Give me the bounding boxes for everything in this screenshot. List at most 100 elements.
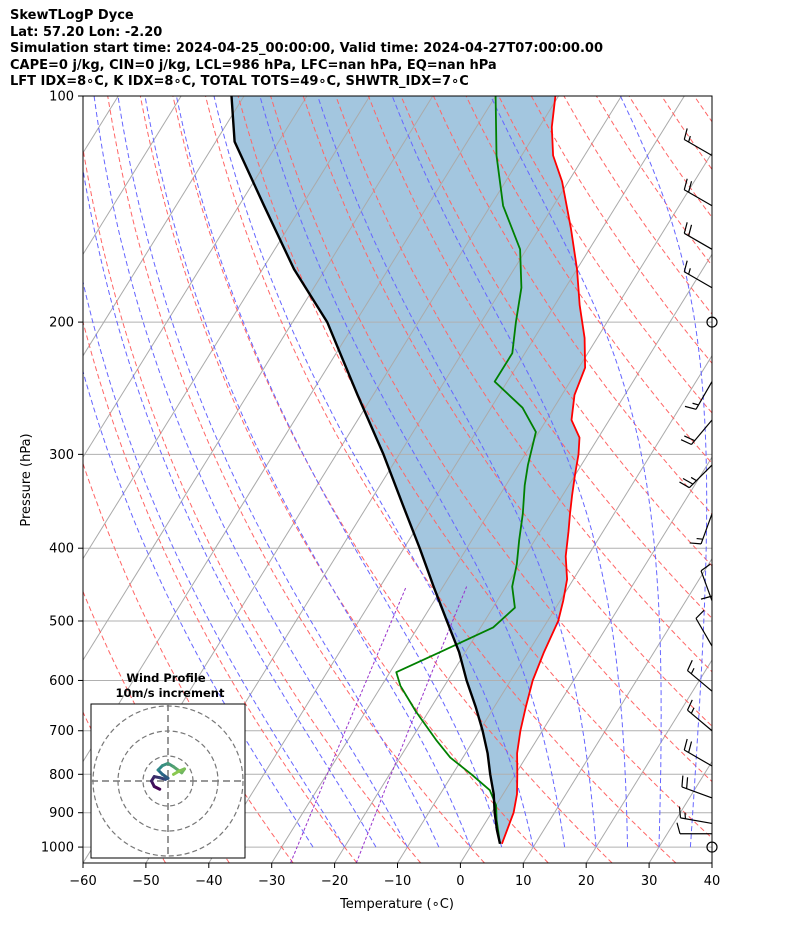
wind-barb bbox=[683, 738, 713, 767]
barb-flag-half bbox=[690, 707, 695, 714]
wind-barb bbox=[686, 659, 713, 692]
barb-flag-full bbox=[688, 741, 693, 753]
x-tick-label: 30 bbox=[641, 874, 658, 889]
barb-flag-full bbox=[683, 222, 688, 234]
dry-adiabat bbox=[172, 96, 613, 863]
dry-adiabat bbox=[335, 96, 712, 673]
barb-shaft bbox=[695, 381, 713, 410]
barb-flag-half bbox=[688, 268, 691, 275]
cape-cin-fill bbox=[231, 96, 586, 844]
x-tick-label: −10 bbox=[384, 874, 411, 889]
dry-adiabat bbox=[270, 96, 712, 783]
x-tick-label: −20 bbox=[321, 874, 348, 889]
y-tick-label: 200 bbox=[49, 316, 74, 331]
moist-adiabat bbox=[722, 96, 770, 847]
moist-adiabat bbox=[753, 96, 794, 847]
barb-shaft bbox=[690, 419, 713, 445]
y-tick-label: 300 bbox=[49, 448, 74, 463]
moist-adiabat bbox=[619, 96, 708, 848]
barb-flag-full bbox=[683, 738, 688, 751]
barb-shaft bbox=[700, 513, 713, 545]
dry-adiabat bbox=[237, 96, 712, 839]
barb-shaft bbox=[683, 271, 713, 289]
barb-flag-full bbox=[686, 659, 693, 671]
temperature-line bbox=[501, 96, 586, 845]
wind-barb bbox=[684, 381, 713, 410]
hodograph-contents bbox=[91, 704, 245, 858]
dry-adiabat bbox=[107, 96, 485, 863]
isotherm-line bbox=[271, 151, 712, 863]
isotherm-line bbox=[334, 253, 712, 863]
barb-shaft bbox=[688, 464, 713, 489]
dry-adiabat bbox=[205, 96, 677, 863]
barb-flag-half bbox=[690, 667, 695, 675]
plot-contents bbox=[83, 96, 794, 863]
barb-flag-half bbox=[692, 402, 699, 406]
mixing-ratio-line bbox=[290, 586, 407, 863]
hodograph-subtitle: 10m/s increment bbox=[116, 686, 225, 700]
barb-flag-full bbox=[680, 439, 692, 446]
y-tick-label: 1000 bbox=[41, 841, 74, 856]
barb-flag-full bbox=[686, 699, 693, 711]
barb-flag-full bbox=[684, 435, 695, 442]
dry-adiabat bbox=[465, 96, 712, 464]
barb-flag-full bbox=[695, 609, 705, 619]
time-line: Simulation start time: 2024-04-25_00:00:… bbox=[10, 41, 603, 56]
hodograph-segment bbox=[172, 769, 181, 776]
x-tick-label: −60 bbox=[69, 874, 96, 889]
hodograph-ring bbox=[142, 755, 194, 807]
barb-flag-full bbox=[684, 405, 697, 410]
chart-header: SkewTLogP Dyce Lat: 57.20 Lon: -2.20 Sim… bbox=[10, 8, 603, 91]
y-tick-label: 900 bbox=[49, 806, 74, 821]
cape-line: CAPE=0 j/kg, CIN=0 j/kg, LCL=986 hPa, LF… bbox=[10, 57, 497, 73]
cape-area bbox=[231, 96, 586, 844]
barb-flag-half bbox=[688, 135, 691, 143]
isotherm-line bbox=[83, 96, 308, 459]
moist-adiabat bbox=[93, 96, 408, 848]
wind-barb bbox=[681, 775, 713, 799]
wind-barb bbox=[676, 822, 712, 835]
isotherm-line bbox=[83, 96, 182, 256]
dry-adiabat bbox=[139, 96, 549, 863]
barb-flag-full bbox=[683, 178, 688, 190]
barb-flag-full bbox=[681, 775, 684, 787]
location-line: Lat: 57.20 Lon: -2.20 bbox=[10, 24, 163, 40]
barb-shaft bbox=[683, 189, 713, 207]
isotherm-line bbox=[585, 659, 712, 863]
x-tick-label: 40 bbox=[704, 874, 721, 889]
axis-ticks: −60 −50 −40 −30 −20 −10 0 10 20 30 40 100 200 300 400 5… bbox=[41, 90, 720, 890]
wind-barb bbox=[686, 699, 713, 732]
dry-adiabat bbox=[433, 96, 712, 515]
hodograph-ring bbox=[92, 705, 244, 857]
x-tick-label: 0 bbox=[456, 874, 464, 889]
hodograph-ring bbox=[117, 730, 219, 832]
moist-adiabat bbox=[259, 96, 566, 848]
dewpoint-line bbox=[395, 96, 537, 844]
barb-shaft bbox=[687, 670, 713, 692]
barb-flag-full bbox=[689, 542, 702, 545]
barb-flag-full bbox=[688, 224, 693, 236]
profile-lines bbox=[230, 96, 586, 845]
dry-adiabat bbox=[498, 96, 712, 414]
dry-adiabat bbox=[83, 320, 358, 863]
barb-flag-full bbox=[682, 477, 694, 485]
wind-barbs bbox=[676, 128, 718, 853]
wind-barb bbox=[680, 419, 713, 446]
x-tick-label: −30 bbox=[258, 874, 285, 889]
moist-adiabat bbox=[175, 96, 503, 848]
moist-adiabat bbox=[117, 96, 440, 848]
isotherm-line bbox=[208, 96, 685, 863]
barb-flag-full bbox=[683, 260, 688, 272]
barb-flag-full bbox=[679, 481, 690, 489]
wind-barb bbox=[683, 260, 713, 289]
barb-flag-full bbox=[678, 806, 682, 818]
x-tick-label: 20 bbox=[578, 874, 595, 889]
wind-barb bbox=[683, 178, 713, 207]
y-tick-label: 400 bbox=[49, 542, 74, 557]
dry-adiabat bbox=[367, 96, 712, 620]
barb-flag-full bbox=[688, 181, 693, 193]
moist-adiabat bbox=[83, 166, 377, 848]
barb-shaft bbox=[683, 138, 713, 156]
wind-barb bbox=[678, 806, 713, 825]
dry-adiabat bbox=[83, 462, 294, 863]
